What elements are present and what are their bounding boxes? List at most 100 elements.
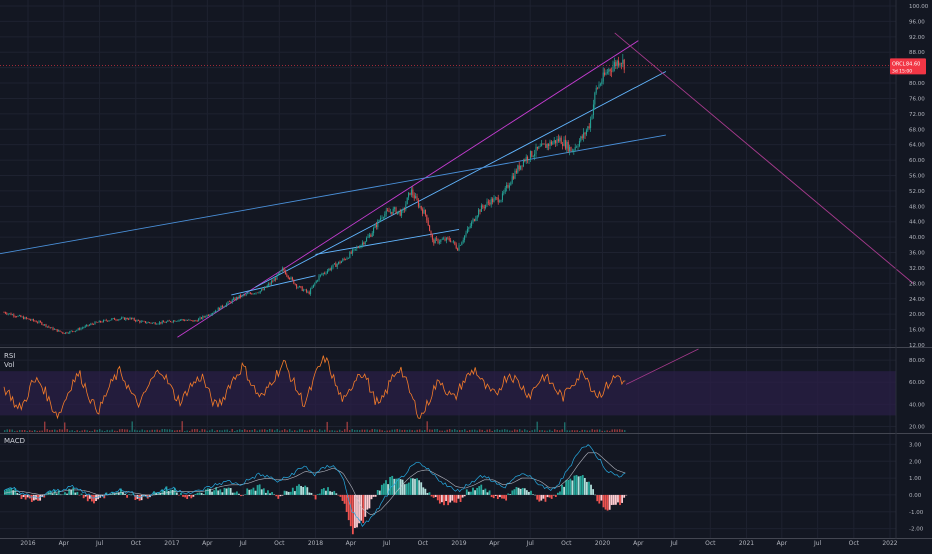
price-tag-box[interactable] xyxy=(890,58,926,75)
volume-bar xyxy=(406,429,408,432)
candle-body xyxy=(74,330,76,332)
candle-body xyxy=(459,245,461,246)
macd-histogram-bar xyxy=(59,494,62,496)
volume-bar xyxy=(196,429,198,432)
candle-body xyxy=(193,320,195,322)
macd-histogram-bar xyxy=(296,485,298,495)
macd-histogram-bar xyxy=(144,494,147,497)
candle-body xyxy=(149,322,151,323)
macd-histogram-bar xyxy=(625,494,628,496)
candle-body xyxy=(111,318,113,320)
candle-body xyxy=(62,332,64,334)
candle-body xyxy=(167,320,169,322)
candle-body xyxy=(378,220,380,221)
candle-body xyxy=(345,259,347,260)
macd-histogram-bar xyxy=(322,488,325,495)
macd-histogram-bar xyxy=(403,484,406,495)
macd-histogram-bar xyxy=(49,490,52,495)
macd-histogram-bar xyxy=(138,494,141,501)
macd-tick-label: 0.00 xyxy=(909,493,922,499)
candle-body xyxy=(427,220,429,226)
candle-body xyxy=(310,288,312,295)
macd-tick-label: 2.00 xyxy=(909,459,922,465)
candle-body xyxy=(559,137,561,142)
candle-body xyxy=(121,317,123,319)
volume-bar xyxy=(489,429,491,432)
volume-bar xyxy=(361,429,363,432)
x-tick-label: 2022 xyxy=(882,540,897,547)
macd-histogram-bar xyxy=(621,494,624,503)
volume-bar xyxy=(241,429,243,432)
candle-body xyxy=(354,248,356,250)
candle-body xyxy=(564,139,566,149)
volume-bar xyxy=(494,429,496,432)
macd-histogram-bar xyxy=(72,487,75,495)
candle-body xyxy=(3,312,5,313)
volume-bar xyxy=(474,429,476,432)
volume-bar xyxy=(464,429,466,432)
volume-bar xyxy=(574,430,576,432)
macd-histogram-bar xyxy=(503,494,505,499)
volume-bar xyxy=(86,430,88,432)
macd-histogram-bar xyxy=(51,493,54,495)
volume-bar xyxy=(164,429,166,432)
macd-histogram-bar xyxy=(281,494,284,496)
candle-body xyxy=(91,323,93,325)
candle-body xyxy=(562,143,564,146)
candle-body xyxy=(356,247,358,249)
volume-bar xyxy=(354,429,356,432)
x-tick-label: Jul xyxy=(238,540,247,547)
candle-body xyxy=(200,317,202,319)
volume-bar xyxy=(519,429,521,432)
candle-body xyxy=(177,320,179,322)
candle-body xyxy=(319,274,321,276)
x-tick-label: 2020 xyxy=(595,540,610,547)
volume-bar xyxy=(109,430,111,432)
macd-histogram-bar xyxy=(275,494,278,497)
macd-histogram-bar xyxy=(391,475,394,495)
macd-histogram-bar xyxy=(256,485,259,495)
signal-line xyxy=(3,452,626,516)
volume-bar xyxy=(41,430,43,432)
candle-body xyxy=(541,143,543,147)
volume-bar xyxy=(461,430,463,432)
candle-body xyxy=(612,66,614,72)
volume-bar xyxy=(161,429,163,432)
candle-body xyxy=(326,270,328,274)
volume-bar xyxy=(39,430,41,432)
macd-histogram-bar xyxy=(594,494,597,496)
candle-body xyxy=(168,320,170,322)
candle-body xyxy=(104,319,106,321)
candle-body xyxy=(552,142,554,145)
candle-body xyxy=(249,292,251,294)
candle-body xyxy=(367,236,369,238)
macd-histogram-bar xyxy=(612,494,615,505)
candle-body xyxy=(604,72,606,75)
macd-histogram-bar xyxy=(438,494,441,504)
macd-histogram-bar xyxy=(90,494,93,502)
volume-bar xyxy=(459,430,461,432)
candle-body xyxy=(580,136,582,141)
candle-body xyxy=(185,320,187,321)
macd-histogram-bar xyxy=(501,494,503,499)
macd-histogram-bar xyxy=(517,487,520,495)
macd-histogram-bar xyxy=(441,494,443,503)
macd-histogram-bar xyxy=(57,490,60,495)
candle-body xyxy=(217,307,219,311)
candle-body xyxy=(150,322,152,324)
volume-bar xyxy=(49,430,51,432)
volume-bar xyxy=(234,430,236,432)
candle-body xyxy=(615,62,617,66)
volume-bar xyxy=(496,429,498,432)
candle-body xyxy=(268,283,270,286)
candle-body xyxy=(88,324,90,326)
y-tick-label: 56.00 xyxy=(909,174,925,180)
candle-body xyxy=(273,278,275,282)
macd-histogram-bar xyxy=(424,488,427,495)
macd-histogram-bar xyxy=(556,492,559,495)
macd-histogram-bar xyxy=(366,494,369,510)
candle-body xyxy=(486,201,488,205)
